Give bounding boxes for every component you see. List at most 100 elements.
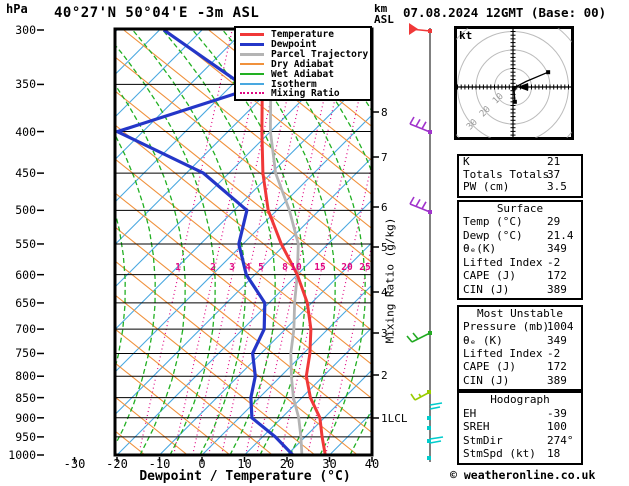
- table-row-value: 29: [547, 215, 561, 229]
- table-row-value: 100: [547, 420, 567, 434]
- wind-barb: [427, 456, 431, 460]
- table-row-value: -2: [547, 255, 561, 269]
- table-row-value: 1004: [547, 320, 574, 334]
- table-row-label: Lifted Index: [463, 255, 543, 269]
- table-row: Dewp (°C) 21.4: [459, 229, 581, 242]
- temperature-tick-label: -20: [106, 457, 128, 471]
- hodograph-unit-label: kt: [459, 29, 473, 42]
- temperature-tick-label: 30: [322, 457, 337, 471]
- table-header: Hodograph: [490, 393, 550, 406]
- table-row-label: Pressure (mb): [463, 320, 550, 334]
- wind-barb: [427, 426, 431, 430]
- hodograph-level-dot: [512, 99, 517, 104]
- mixing-ratio-value-label: 3: [229, 262, 235, 273]
- legend-item-label: Dewpoint: [271, 38, 317, 50]
- table-row: K 21: [459, 155, 581, 169]
- legend-item: Wet Adiabat: [240, 69, 370, 80]
- table-row-label: Totals Totals: [463, 167, 550, 181]
- table-row-value: 21.4: [547, 228, 574, 242]
- legend-item-label: Mixing Ratio: [271, 88, 340, 100]
- wind-barb: [409, 196, 432, 214]
- pressure-tick-label: 450: [15, 166, 36, 181]
- table-row: PW (cm) 3.5: [459, 181, 581, 194]
- table-row-label: CAPE (J): [463, 269, 516, 283]
- station-title: 40°27'N 50°04'E -3m ASL: [54, 5, 260, 21]
- axis-ticks: [37, 29, 379, 462]
- wind-barb: [409, 23, 432, 35]
- hodograph-level-dot: [546, 70, 551, 75]
- legend-item-label: Parcel Trajectory: [271, 48, 369, 60]
- wet-adiabat-lines: [116, 30, 371, 455]
- legend-item: Mixing Ratio: [240, 88, 370, 100]
- km-asl-axis-label: km ASL: [374, 2, 394, 26]
- table-row: Lifted Index -2: [459, 347, 581, 360]
- temperature-tick-label: 10: [237, 457, 252, 471]
- pressure-tick-label: 1000: [8, 448, 36, 462]
- hodograph-level-dot: [511, 85, 516, 90]
- mixing-ratio-value-label: 4: [245, 262, 251, 273]
- km-tick-label: 4: [381, 286, 388, 299]
- table-row-value: 389: [547, 282, 567, 296]
- table-row-value: 37: [547, 167, 561, 181]
- pressure-tick-label: 900: [15, 410, 36, 425]
- table-row-label: PW (cm): [463, 180, 510, 194]
- table-row: StmSpd (kt) 18: [459, 447, 581, 461]
- mixing-ratio-value-label: 20: [341, 262, 353, 273]
- table-row-value: 172: [547, 269, 567, 283]
- wind-barb: [427, 416, 431, 420]
- wind-barb: [409, 116, 432, 134]
- legend-line-swatch: [240, 92, 264, 95]
- km-tick-label: 5: [381, 241, 388, 254]
- legend-line-swatch: [240, 82, 264, 85]
- km-tick-label: 8: [381, 106, 388, 119]
- table-row-label: Dewp (°C): [463, 228, 523, 242]
- run-date-label: 07.08.2024 12GMT (Base: 00): [403, 5, 607, 20]
- temperature-tick-label: 40: [364, 457, 380, 471]
- table-row-value: 274°: [547, 433, 574, 447]
- table-row: CAPE (J) 172: [459, 360, 581, 373]
- temperature-tick-label: -10: [148, 457, 171, 471]
- pressure-tick-label: 950: [15, 429, 36, 444]
- legend-item: Isotherm: [240, 79, 370, 90]
- km-tick-label: 3: [381, 327, 388, 340]
- table-row: StmDir 274°: [459, 434, 581, 448]
- table-row-value: 172: [547, 360, 567, 374]
- pressure-tick-label: 750: [15, 346, 36, 361]
- skewt-background-grid: [116, 30, 371, 455]
- km-tick-label: 2: [381, 369, 388, 382]
- parcel-trajectory-curve: [268, 30, 304, 455]
- wind-barb: [429, 402, 443, 410]
- km-tick-label: 1LCL: [381, 412, 408, 425]
- mixing-ratio-value-label: 10: [290, 262, 302, 273]
- legend-line-swatch: [240, 52, 264, 56]
- mixing-ratio-value-label: 1: [175, 262, 181, 273]
- legend-item: Dry Adiabat: [240, 59, 370, 70]
- wind-barb: [406, 331, 432, 343]
- table-row-value: -2: [547, 346, 561, 360]
- table-row-label: θₑ (K): [463, 333, 503, 347]
- table-row: SREH 100: [459, 420, 581, 434]
- table-row: Temp (°C) 29: [459, 215, 581, 228]
- temperature-tick-label: 20: [279, 457, 295, 471]
- table-row-label: Temp (°C): [463, 215, 523, 229]
- table-row: Pressure (mb) 1004: [459, 320, 581, 333]
- wind-barb: [427, 436, 444, 444]
- temperature-axis-title: Dewpoint / Temperature (°C): [139, 469, 351, 484]
- hodograph-trace: [513, 71, 549, 102]
- table-row-label: StmSpd (kt): [463, 447, 536, 461]
- legend-line-swatch: [240, 42, 264, 46]
- dewpoint-curve: [116, 30, 295, 455]
- legend-line-swatch: [240, 72, 264, 75]
- legend-box: Temperature Dewpoint Parcel Trajectory Dry …: [234, 26, 372, 101]
- pressure-tick-label: 300: [15, 23, 36, 37]
- table-row-label: CIN (J): [463, 373, 510, 387]
- table-row-value: -39: [547, 406, 567, 420]
- table-row-value: 349: [547, 333, 567, 347]
- table-row-label: CAPE (J): [463, 360, 516, 374]
- pressure-tick-label: 800: [15, 369, 36, 384]
- table-row: Lifted Index -2: [459, 256, 581, 269]
- table-row-value: 21: [547, 155, 561, 168]
- mixing-ratio-value-label: 8: [282, 262, 288, 273]
